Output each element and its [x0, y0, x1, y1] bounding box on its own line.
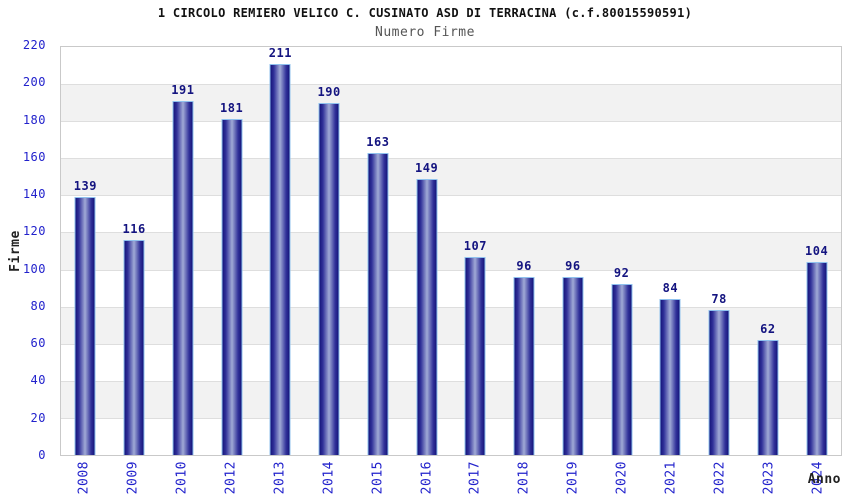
bar-value-label: 92	[613, 266, 630, 281]
bar-slot-2009: 116	[110, 47, 159, 455]
bar-slot-2015: 163	[354, 47, 403, 455]
bar-slot-2018: 96	[500, 47, 549, 455]
y-tick-label: 40	[30, 373, 46, 388]
bar-slot-2014: 190	[305, 47, 354, 455]
bar-2012	[221, 119, 243, 455]
x-tick-label-2009: 2009	[125, 461, 141, 495]
background-band	[61, 47, 841, 85]
bar-2022	[708, 310, 730, 455]
gridline	[61, 417, 841, 419]
bar-2016	[416, 178, 438, 455]
gridline	[61, 343, 841, 345]
bars-container: 139 116 191 181 211 190 163 149 107 96 96 92 84 78 62 1…	[61, 45, 841, 455]
y-tick-label: 80	[30, 298, 46, 313]
bar-2018	[513, 276, 535, 455]
bar-slot-2023: 62	[744, 47, 793, 455]
bar-2013	[269, 63, 291, 455]
x-tick-label-2022: 2022	[712, 461, 728, 495]
bar-slot-2013: 211	[256, 45, 305, 455]
y-axis-tick-labels: 0 20 40 60 80 100 120 140 160 180 200 220	[0, 38, 54, 462]
bar-value-label: 181	[220, 101, 244, 116]
bar-2020	[611, 284, 633, 455]
bar-value-label: 104	[805, 244, 829, 259]
gridline	[61, 380, 841, 382]
bar-2014	[318, 102, 340, 455]
y-tick-label: 0	[38, 448, 46, 462]
bar-value-label: 139	[73, 179, 97, 194]
gridline	[61, 269, 841, 271]
bar-2010	[172, 100, 194, 455]
bar-2023	[757, 340, 779, 455]
y-tick-label: 60	[30, 336, 46, 351]
y-tick-label: 20	[30, 410, 46, 425]
y-tick-label: 140	[22, 187, 46, 202]
x-axis-title: Anno	[807, 472, 841, 487]
x-tick-label-2019: 2019	[565, 461, 581, 495]
gridline	[61, 195, 841, 197]
y-tick-label: 180	[22, 112, 46, 127]
plot-area: 139 116 191 181 211 190 163 149 107 96 96 92 84 78 62 1…	[60, 46, 842, 456]
bar-2021	[659, 299, 681, 455]
bar-slot-2016: 149	[402, 47, 451, 455]
bar-slot-2017: 107	[451, 47, 500, 455]
bar-value-label: 190	[317, 84, 341, 99]
bar-2015	[367, 152, 389, 455]
x-tick-label-2014: 2014	[321, 461, 337, 495]
x-axis-tick-labels: 2008 2009 2010 2012 2013 2014 2015 2016 2017 2018…	[60, 461, 842, 499]
x-tick-label-2015: 2015	[370, 461, 386, 495]
gridline	[61, 84, 841, 86]
chart-title: 1 CIRCOLO REMIERO VELICO C. CUSINATO ASD…	[157, 6, 693, 20]
bar-value-label: 107	[463, 238, 487, 253]
x-tick-label-2010: 2010	[174, 461, 190, 495]
bar-value-label: 149	[415, 160, 439, 175]
bar-value-label: 163	[366, 134, 390, 149]
bar-slot-2019: 96	[549, 47, 598, 455]
x-tick-label-2016: 2016	[419, 461, 435, 495]
x-tick-label-2018: 2018	[516, 461, 532, 495]
y-tick-label: 120	[22, 224, 46, 239]
x-tick-label-2017: 2017	[467, 461, 483, 495]
bar-value-label: 191	[171, 82, 195, 97]
x-tick-label-2023: 2023	[761, 461, 777, 495]
x-tick-label-2008: 2008	[76, 461, 92, 495]
gridline	[61, 232, 841, 234]
x-tick-label-2012: 2012	[223, 461, 239, 495]
bar-2019	[562, 276, 584, 455]
bar-2024	[806, 262, 828, 455]
y-tick-label: 200	[22, 75, 46, 90]
bar-slot-2012: 181	[207, 47, 256, 455]
y-tick-label: 160	[22, 149, 46, 164]
gridline	[61, 306, 841, 308]
gridline	[61, 158, 841, 160]
bar-value-label: 96	[565, 258, 581, 273]
gridline	[61, 121, 841, 123]
bar-value-label: 62	[760, 322, 776, 337]
bar-value-label: 96	[516, 258, 532, 273]
bar-slot-2021: 84	[646, 47, 695, 455]
bar-value-label: 78	[711, 292, 727, 307]
bar-2009	[123, 239, 145, 455]
bar-value-label: 116	[122, 221, 146, 236]
bar-value-label: 84	[662, 281, 679, 296]
bar-slot-2010: 191	[159, 47, 208, 455]
chart-subtitle: Numero Firme	[375, 25, 475, 40]
bar-2008	[74, 197, 96, 455]
bar-slot-2008: 139	[61, 47, 110, 455]
bar-2017	[464, 256, 486, 455]
x-tick-label-2013: 2013	[272, 461, 288, 495]
bar-slot-2024: 104	[792, 47, 841, 455]
bar-slot-2020: 92	[597, 47, 646, 455]
bar-slot-2022: 78	[695, 47, 744, 455]
bar-value-label: 211	[268, 45, 292, 60]
y-tick-label: 100	[22, 261, 46, 276]
x-tick-label-2020: 2020	[614, 461, 630, 495]
x-tick-label-2021: 2021	[663, 461, 679, 495]
y-tick-label: 220	[22, 38, 46, 52]
